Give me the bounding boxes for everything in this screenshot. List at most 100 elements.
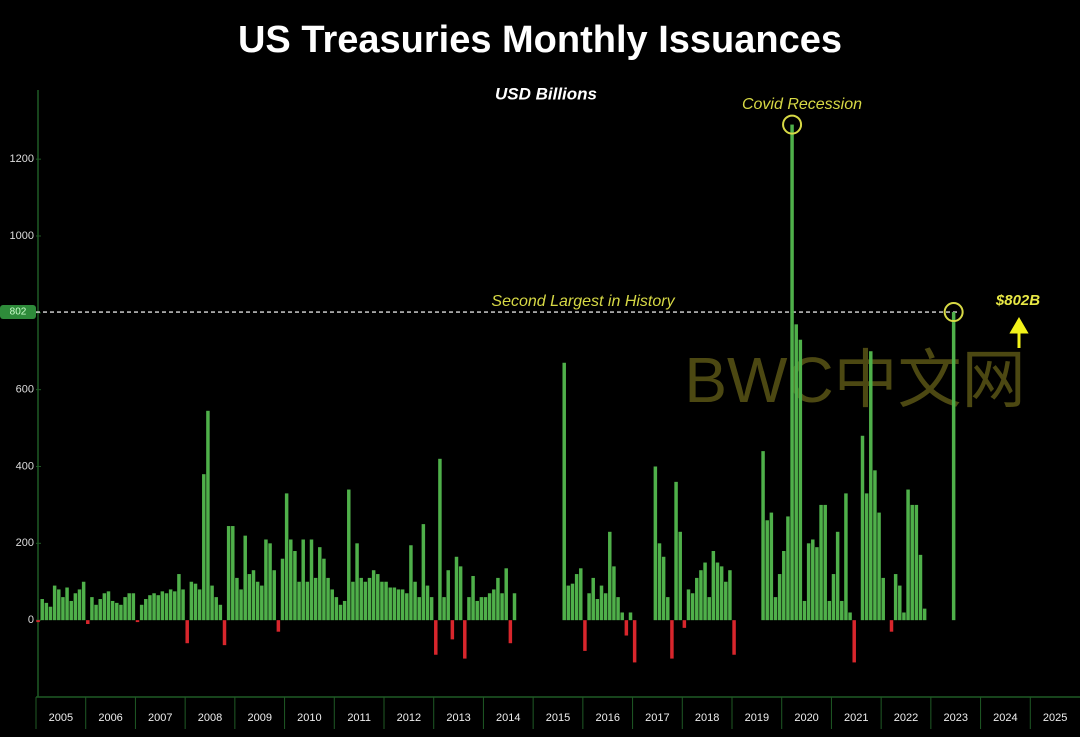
bar — [458, 566, 463, 621]
x-tick-label: 2024 — [993, 712, 1017, 724]
x-tick-label: 2015 — [546, 712, 570, 724]
bar — [500, 593, 504, 621]
x-tick-label: 2012 — [397, 712, 421, 724]
bar — [864, 493, 869, 621]
bar — [831, 574, 836, 621]
bar — [918, 554, 923, 621]
bar — [782, 551, 786, 621]
bar — [409, 545, 413, 621]
bar — [44, 602, 49, 621]
x-tick-label: 2023 — [943, 712, 967, 724]
y-tick-label: 0 — [28, 614, 34, 626]
bar — [798, 339, 803, 621]
bar — [628, 612, 633, 621]
bar — [243, 535, 247, 621]
bar — [566, 585, 571, 621]
bar — [504, 568, 508, 621]
reference-tag — [0, 305, 36, 320]
bar — [193, 583, 198, 621]
bar — [840, 600, 844, 621]
bar — [289, 539, 293, 621]
bar — [268, 543, 272, 621]
bar — [761, 451, 765, 621]
annotation: Second Largest in History — [491, 293, 675, 310]
bar — [860, 435, 865, 621]
bar — [148, 595, 152, 621]
bar — [852, 620, 856, 663]
bar — [189, 581, 194, 621]
bar — [699, 570, 703, 621]
bar — [670, 620, 674, 659]
bar — [102, 593, 107, 621]
bar — [376, 574, 380, 621]
x-tick-label: 2014 — [496, 712, 520, 724]
bar — [790, 124, 794, 621]
bar — [570, 583, 575, 621]
bar — [802, 600, 807, 621]
bar — [889, 620, 894, 632]
highlight-circle — [943, 302, 964, 323]
bar — [206, 410, 210, 621]
bar — [65, 587, 69, 621]
y-tick-label: 400 — [16, 460, 34, 472]
bar — [624, 620, 629, 636]
bar — [144, 599, 148, 621]
x-tick-label: 2011 — [347, 712, 371, 724]
reference-label: 802 — [10, 307, 27, 318]
bar — [777, 574, 782, 621]
bar — [653, 466, 658, 621]
bar — [881, 577, 885, 621]
bar — [877, 512, 881, 621]
bar — [330, 589, 334, 621]
bar — [632, 620, 637, 663]
bar — [719, 566, 724, 621]
bar — [587, 593, 591, 621]
bar — [922, 608, 927, 621]
bar — [322, 558, 326, 621]
x-tick-label: 2008 — [198, 712, 222, 724]
bar — [951, 312, 956, 621]
bar — [405, 593, 409, 621]
bar — [844, 493, 848, 621]
bar — [168, 589, 173, 621]
bar — [106, 591, 111, 621]
bar — [214, 597, 218, 621]
bar — [247, 574, 252, 621]
x-tick-label: 2017 — [645, 712, 669, 724]
bar — [40, 599, 44, 621]
bar — [591, 577, 595, 621]
bar — [595, 599, 600, 621]
bar — [492, 589, 496, 621]
bar — [608, 531, 612, 621]
bar — [483, 597, 488, 621]
bar — [732, 620, 736, 655]
y-tick-label: 1200 — [10, 153, 34, 165]
x-tick-label: 2005 — [49, 712, 73, 724]
bar — [139, 604, 144, 621]
bar — [454, 556, 459, 621]
bar — [898, 585, 902, 621]
bar — [703, 562, 707, 621]
bar — [181, 589, 185, 621]
watermark: BWC中文网 — [684, 344, 1025, 416]
bar — [367, 577, 372, 621]
bar — [326, 577, 330, 621]
bar — [765, 520, 769, 621]
bar — [487, 593, 492, 621]
x-tick-label: 2007 — [148, 712, 172, 724]
bar — [86, 620, 90, 625]
bar — [438, 458, 442, 621]
bar — [81, 581, 86, 621]
bar — [222, 620, 227, 646]
bar — [347, 489, 351, 621]
bar — [873, 470, 877, 621]
bar — [297, 581, 301, 621]
bar — [110, 600, 115, 621]
bar — [380, 581, 384, 621]
bar — [583, 620, 587, 651]
bar — [695, 577, 699, 621]
x-tick-label: 2006 — [98, 712, 122, 724]
bar — [218, 604, 223, 621]
bar — [429, 597, 434, 621]
bar — [239, 589, 243, 621]
